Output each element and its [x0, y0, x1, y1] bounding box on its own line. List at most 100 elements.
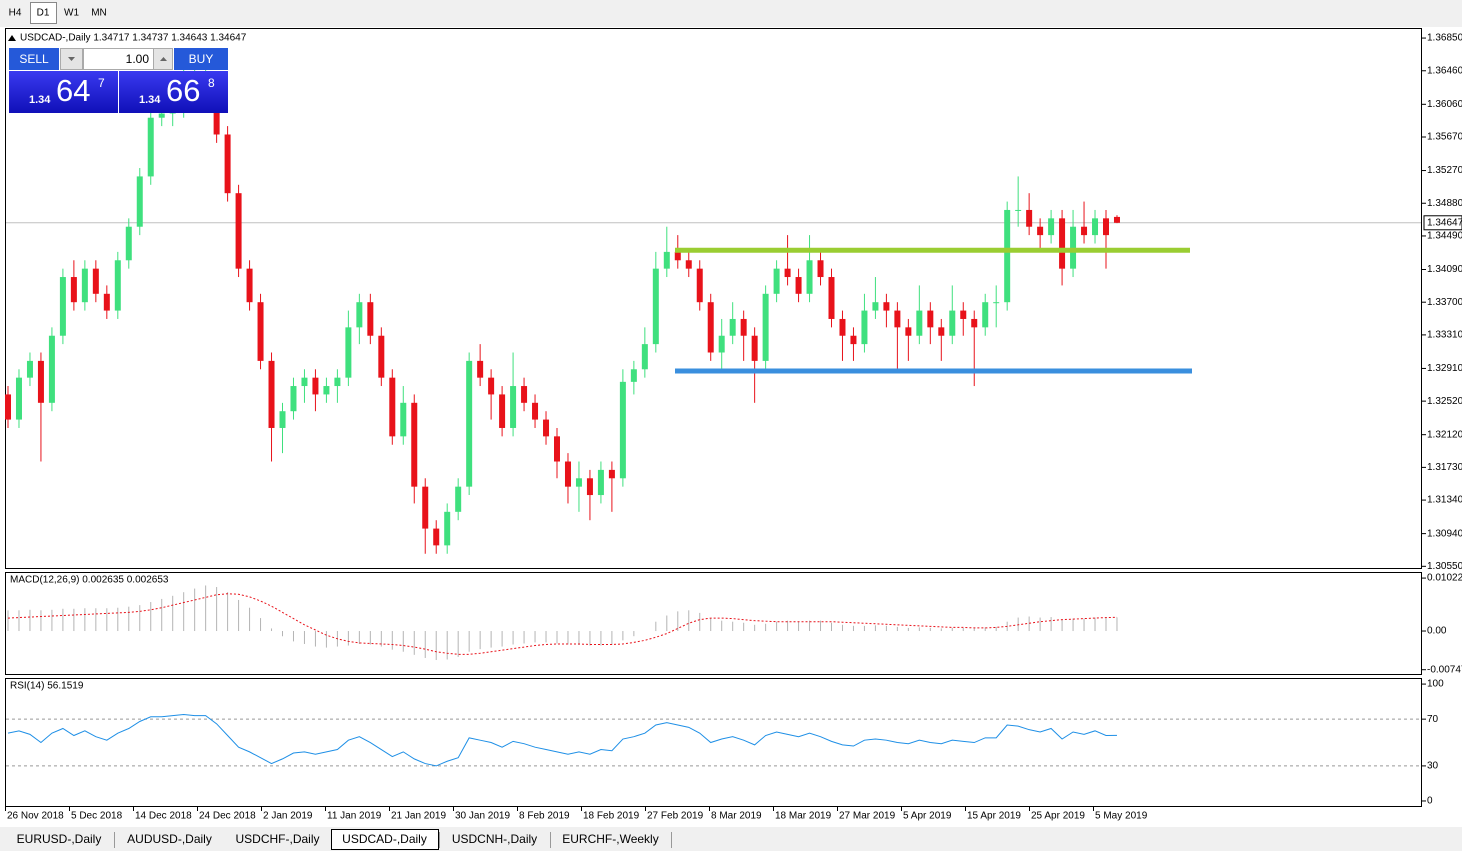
candle-body	[532, 402, 539, 420]
candle-body	[235, 193, 242, 269]
candle-body	[125, 226, 132, 261]
tab-label: USDCAD-,Daily	[342, 832, 427, 846]
volume-value: 1.00	[126, 52, 150, 66]
sell-button[interactable]	[9, 48, 59, 70]
arrow-up	[160, 57, 167, 61]
candle-body	[37, 360, 44, 403]
collapse-icon[interactable]	[8, 35, 16, 41]
candle-body	[619, 381, 626, 479]
candle-body	[378, 335, 385, 378]
tab-label: USDCNH-,Daily	[452, 832, 537, 846]
candle-body	[685, 260, 692, 269]
x-tick-label: 2 Jan 2019	[263, 811, 313, 822]
timeframe-label: MN	[91, 8, 107, 19]
bid-box[interactable]	[9, 71, 118, 113]
timeframe-label: W1	[64, 8, 79, 19]
candle-body	[26, 360, 33, 378]
timeframe-button[interactable]	[58, 2, 86, 24]
candle-body	[1026, 209, 1033, 227]
ask-box[interactable]	[119, 71, 228, 113]
candle-body	[751, 335, 758, 361]
candle-body	[1059, 218, 1066, 269]
candle-body	[883, 302, 890, 311]
candle-body	[894, 310, 901, 328]
candle-body	[960, 310, 967, 319]
candle-body	[608, 469, 615, 479]
current-price-label: 1.34647	[1427, 217, 1462, 228]
x-tick-label: 11 Jan 2019	[327, 811, 382, 822]
tab-label: USDCHF-,Daily	[236, 832, 320, 846]
candle-body	[652, 268, 659, 345]
candle-body	[224, 134, 231, 194]
timeframe-button[interactable]	[30, 2, 57, 24]
symbol-tab[interactable]	[5, 829, 114, 850]
macd-pane	[5, 572, 1422, 675]
y-tick-label: 1.32910	[1427, 363, 1462, 374]
macd-signal	[7, 593, 1117, 655]
candle-body	[663, 251, 670, 269]
symbol-tab[interactable]	[225, 829, 331, 850]
x-tick-label: 5 Apr 2019	[903, 811, 952, 822]
sell-label: SELL	[19, 52, 49, 66]
candle-body	[15, 377, 22, 420]
bid-pips: 64	[56, 73, 90, 108]
y-tick-label: 1.36060	[1427, 99, 1462, 110]
symbol-tab[interactable]	[331, 829, 439, 850]
buy-button[interactable]	[174, 48, 228, 70]
candle-body	[455, 486, 462, 512]
y-tick-label: 1.32520	[1427, 396, 1462, 407]
candle-body	[564, 461, 571, 487]
candle-body	[674, 251, 681, 261]
candle-body	[312, 377, 319, 395]
candle-body	[1070, 226, 1077, 269]
y-tick-label: 1.36460	[1427, 65, 1462, 76]
symbol-tab[interactable]	[551, 829, 671, 850]
y-tick-label: 1.31730	[1427, 462, 1462, 473]
candle-body	[850, 335, 857, 345]
candle-body	[433, 528, 440, 546]
y-tick-label: 1.31340	[1427, 495, 1462, 506]
candle-body	[257, 302, 264, 361]
candle-body	[114, 260, 121, 311]
timeframe-button[interactable]	[86, 2, 113, 24]
candle-body	[795, 277, 802, 294]
timeframe-button[interactable]	[3, 2, 28, 24]
candle-body	[696, 268, 703, 303]
symbol-tab[interactable]	[115, 829, 225, 850]
x-tick-label: 15 Apr 2019	[967, 811, 1021, 822]
candle-body	[389, 377, 396, 437]
timeframe-label: H4	[9, 8, 22, 19]
candle-body	[718, 335, 725, 353]
candle-body	[147, 117, 154, 177]
candle-body	[5, 394, 11, 420]
candle-body	[1004, 209, 1011, 303]
y-tick-label: 1.32120	[1427, 429, 1462, 440]
symbol-tab[interactable]	[440, 829, 550, 850]
candle-body	[268, 360, 275, 428]
y-tick-label: 1.34880	[1427, 198, 1462, 209]
tab-label: EURCHF-,Weekly	[562, 832, 658, 846]
candle-body	[1048, 218, 1055, 236]
candle-body	[400, 402, 407, 437]
candle-body	[356, 302, 363, 328]
candle-body	[466, 360, 473, 487]
candle-body	[927, 310, 934, 328]
current-price-tag	[1423, 215, 1462, 231]
candle-body	[345, 327, 352, 378]
candle-body	[817, 260, 824, 278]
candle-body	[707, 302, 714, 353]
y-tick-label: 1.33310	[1427, 330, 1462, 341]
candle-body	[784, 268, 791, 278]
y-tick-label: 100	[1427, 679, 1444, 690]
x-tick-label: 8 Mar 2019	[711, 811, 762, 822]
x-tick-label: 26 Nov 2018	[7, 811, 64, 822]
main-pane	[5, 28, 1422, 569]
candle-body	[1103, 218, 1109, 236]
rsi-label: RSI(14) 56.1519	[10, 681, 84, 692]
candle-body	[982, 302, 989, 328]
y-tick-label: 0	[1427, 796, 1433, 807]
candle-body	[554, 436, 560, 462]
x-tick-label: 27 Mar 2019	[839, 811, 896, 822]
x-tick-label: 27 Feb 2019	[647, 811, 704, 822]
